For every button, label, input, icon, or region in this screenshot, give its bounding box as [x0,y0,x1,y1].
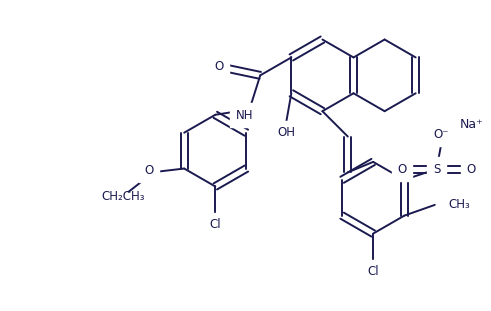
Text: O⁻: O⁻ [434,128,449,141]
Text: O: O [467,163,476,175]
Text: CH₂CH₃: CH₂CH₃ [102,190,145,203]
Text: Cl: Cl [210,218,221,231]
Text: O: O [397,163,407,175]
Text: Na⁺: Na⁺ [460,118,483,131]
Text: S: S [433,163,440,175]
Text: NH: NH [236,109,253,122]
Text: OH: OH [277,126,295,139]
Text: Cl: Cl [367,266,379,278]
Text: O: O [144,164,153,177]
Text: O: O [215,60,224,73]
Text: CH₃: CH₃ [449,198,470,211]
